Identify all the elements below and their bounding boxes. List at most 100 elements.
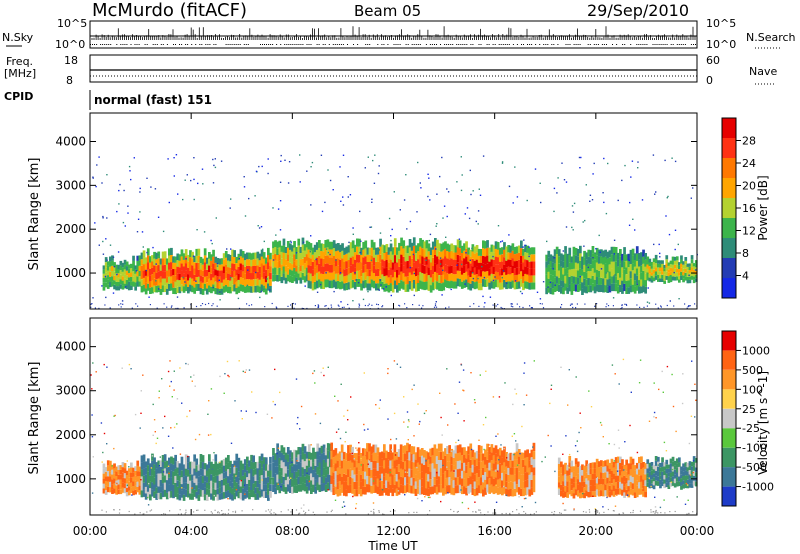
echo-cell: [507, 266, 511, 275]
echo-cell: [235, 489, 239, 497]
sparse-echo: [598, 234, 600, 237]
echo-cell: [440, 259, 444, 268]
echo-cell: [182, 266, 186, 274]
echo-cell: [216, 264, 220, 271]
sparse-echo: [324, 201, 326, 204]
echo-cell: [503, 264, 506, 273]
sparse-echo: [150, 467, 153, 469]
echo-cell: [597, 467, 601, 473]
ground-echo: [94, 307, 96, 309]
echo-cell: [530, 282, 534, 290]
echo-cell: [353, 489, 357, 497]
echo-cell: [686, 462, 690, 468]
echo-cell: [530, 449, 534, 458]
echo-cell: [248, 473, 251, 480]
echo-cell: [406, 442, 409, 451]
echo-cell: [435, 463, 439, 472]
echo-cell: [581, 486, 584, 493]
sparse-echo: [333, 290, 335, 293]
echo-cell: [678, 269, 681, 273]
echo-cell: [509, 281, 513, 289]
sparse-echo: [465, 252, 467, 254]
echo-cell: [564, 485, 567, 492]
echo-cell: [276, 268, 280, 275]
echo-cell: [600, 460, 603, 467]
sparse-echo: [684, 503, 687, 505]
sparse-echo: [91, 388, 93, 390]
ground-echo: [501, 307, 503, 309]
sparse-echo: [203, 231, 206, 233]
echo-cell: [231, 284, 234, 292]
echo-cell: [337, 265, 340, 274]
echo-cell: [201, 469, 205, 477]
sparse-echo: [648, 477, 650, 479]
echo-cell: [157, 265, 161, 272]
echo-cell: [387, 488, 390, 496]
echo-cell: [572, 268, 576, 277]
sparse-echo: [173, 426, 176, 429]
sparse-echo: [442, 269, 444, 271]
echo-cell: [161, 265, 165, 272]
sparse-echo: [358, 442, 360, 444]
echo-cell: [269, 259, 272, 266]
echo-cell: [652, 262, 656, 266]
sparse-echo: [666, 197, 668, 199]
echo-cell: [498, 463, 502, 471]
echo-cell: [657, 271, 660, 275]
echo-cell: [454, 445, 458, 454]
ground-echo: [299, 512, 301, 514]
echo-cell: [473, 452, 477, 460]
echo-cell: [379, 246, 382, 255]
echo-cell: [119, 489, 123, 495]
echo-cell: [272, 477, 275, 485]
sparse-echo: [288, 478, 290, 481]
sparse-echo: [429, 496, 431, 499]
echo-cell: [471, 280, 475, 289]
echo-cell: [633, 470, 637, 477]
echo-cell: [163, 461, 167, 469]
echo-cell: [146, 255, 150, 263]
echo-cell: [210, 267, 213, 274]
echo-cell: [602, 466, 605, 473]
echo-cell: [475, 458, 479, 466]
echo-cell: [557, 463, 561, 470]
echo-cell: [640, 475, 643, 482]
echo-cell: [349, 273, 353, 281]
echo-cell: [197, 269, 201, 277]
sparse-echo: [288, 161, 291, 163]
echo-cell: [612, 461, 616, 468]
echo-cell: [256, 258, 260, 266]
echo-cell: [414, 488, 418, 496]
ground-echo: [301, 307, 303, 309]
echo-cell: [450, 258, 454, 266]
echo-cell: [397, 479, 401, 488]
echo-cell: [155, 266, 159, 273]
echo-cell: [121, 462, 125, 468]
sparse-echo: [315, 258, 317, 261]
echo-cell: [427, 267, 431, 276]
echo-cell: [309, 265, 313, 274]
echo-cell: [334, 455, 338, 464]
echo-cell: [231, 277, 234, 285]
echo-cell: [452, 266, 456, 275]
search-noise-dot: [152, 44, 154, 45]
echo-cell: [496, 249, 500, 258]
echo-cell: [631, 489, 635, 496]
echo-cell: [688, 263, 692, 267]
echo-cell: [235, 475, 239, 483]
echo-cell: [444, 241, 447, 249]
ground-echo: [597, 510, 599, 512]
echo-cell: [121, 271, 125, 277]
sparse-echo: [226, 360, 229, 363]
search-noise-dot: [239, 44, 241, 45]
sparse-echo: [513, 433, 516, 435]
echo-cell: [227, 267, 230, 274]
echo-cell: [635, 491, 639, 498]
echo-cell: [280, 276, 284, 284]
echo-cell: [187, 261, 190, 268]
echo-cell: [237, 260, 241, 267]
echo-cell: [142, 264, 146, 271]
sparse-echo: [272, 259, 275, 261]
echo-cell: [351, 256, 355, 265]
sparse-echo: [637, 161, 639, 163]
